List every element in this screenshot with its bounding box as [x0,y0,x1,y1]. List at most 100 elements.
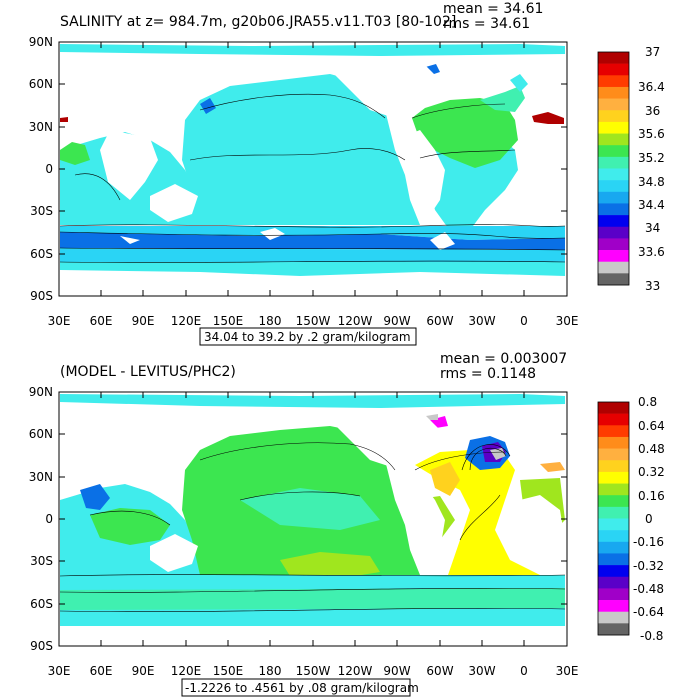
x-ticks [58,392,568,646]
contours [59,442,566,612]
colorbar-label: -0.16 [633,535,664,549]
colorbar-label: 34.4 [638,198,665,212]
colorbar-label: 0.32 [638,465,665,479]
colorbar-swatch [598,98,629,111]
colorbar-label: 36.4 [638,80,665,94]
field-red-sea [60,142,90,165]
field-mediterranean [532,112,564,124]
x-tick-label: 150W [296,314,331,328]
x-tick-label: 30W [468,314,495,328]
colorbar-swatch [598,553,629,566]
field-pacific [182,74,420,225]
colorbar-swatch [598,448,629,461]
y-tick-label: 0 [45,512,53,526]
colorbar-swatch [598,121,629,134]
x-tick-label: 90E [132,314,155,328]
field-so-1 [60,575,565,592]
field-so-4 [60,262,565,276]
y-ticks [59,41,567,297]
x-tick-label: 60W [426,664,453,678]
field-atlantic-orange [430,462,460,496]
x-tick-label: 150E [213,314,244,328]
y-tick-label: 30N [29,120,53,134]
y-tick-label: 90S [30,639,53,653]
colorbar-label: 33 [645,279,660,293]
map-field [59,42,567,296]
contours [59,93,566,263]
field-south-pacific [280,552,380,580]
mean-label: mean = 34.61 [443,1,543,17]
colorbar-swatch [598,145,629,158]
colorbar-label: 36 [645,104,660,118]
colorbar-label: 0.64 [638,419,665,433]
colorbar-swatch [598,623,629,636]
land-south-america [395,480,445,565]
colorbar-swatch [598,63,629,76]
colorbar-swatch [598,226,629,239]
x-tick-label: 30E [556,664,579,678]
land-australia [150,534,198,572]
y-tick-label: 30S [30,554,53,568]
colorbar-label: 0.16 [638,489,665,503]
y-tick-label: 0 [45,162,53,176]
land-africa [520,145,565,210]
x-tick-label: 150W [296,664,331,678]
colorbar-swatch [598,565,629,578]
x-tick-label: 30W [468,664,495,678]
y-tick-label: 60N [29,77,53,91]
land-new-zealand [260,228,285,240]
colorbar-swatch [598,600,629,612]
colorbar-swatch [598,156,629,169]
x-tick-labels: 30E 60E 90E 120E 150E 180 150W 120W 90W … [48,664,579,678]
map-field [59,392,567,646]
x-tick-label: 120E [171,314,202,328]
land-north-america [330,410,440,470]
x-tick-label: 120W [338,664,373,678]
colorbar-swatch [598,215,629,228]
range-box [199,327,417,346]
y-tick-label: 60S [30,247,53,261]
land-kerguelen [120,236,140,244]
colorbar-swatch [598,191,629,204]
colorbar-label: 35.6 [638,127,665,141]
field-pacific-light [240,488,380,530]
y-tick-label: 30N [29,470,53,484]
colorbar-swatch [598,133,629,146]
x-tick-label: 90E [132,664,155,678]
colorbar-label: 37 [645,45,660,59]
range-box [181,678,411,697]
colorbar-swatch [598,168,629,181]
field-mediterranean-wrap [60,117,68,122]
x-tick-label: 90W [383,314,410,328]
colorbar [597,51,630,286]
field-labrador [510,74,528,92]
field-so-3 [60,248,565,262]
x-tick-label: 120E [171,664,202,678]
field-arctic-grey [426,414,438,420]
x-ticks [58,42,568,296]
y-tick-label: 90N [29,385,53,399]
x-tick-label: 150E [213,664,244,678]
x-tick-label: 30E [556,314,579,328]
colorbar-swatch [598,52,629,64]
colorbar-swatch [598,261,629,274]
x-tick-labels: 30E 60E 90E 120E 150E 180 150W 120W 90W … [48,314,579,328]
land-australia-area [100,130,158,200]
panel-difference: (MODEL - LEVITUS/PHC2) mean = 0.003007 r… [29,351,665,697]
colorbar-swatch [598,86,629,99]
y-tick-label: 60N [29,427,53,441]
colorbar-label: -0.64 [633,605,664,619]
range-label: 34.04 to 39.2 by .2 gram/kilogram [204,330,411,344]
colorbar-frame [597,51,630,286]
colorbar-swatch [598,238,629,251]
colorbar-label: 34 [645,221,660,235]
field-indian-green [90,508,170,545]
colorbar-swatch [598,518,629,531]
colorbar-swatch [598,530,629,543]
field-okhotsk [200,98,216,114]
land-south-america [395,130,445,215]
panel-title: SALINITY at z= 984.7m, g20b06.JRA55.v11.… [60,14,456,30]
x-tick-label: 0 [520,314,528,328]
x-tick-label: 180 [259,664,282,678]
